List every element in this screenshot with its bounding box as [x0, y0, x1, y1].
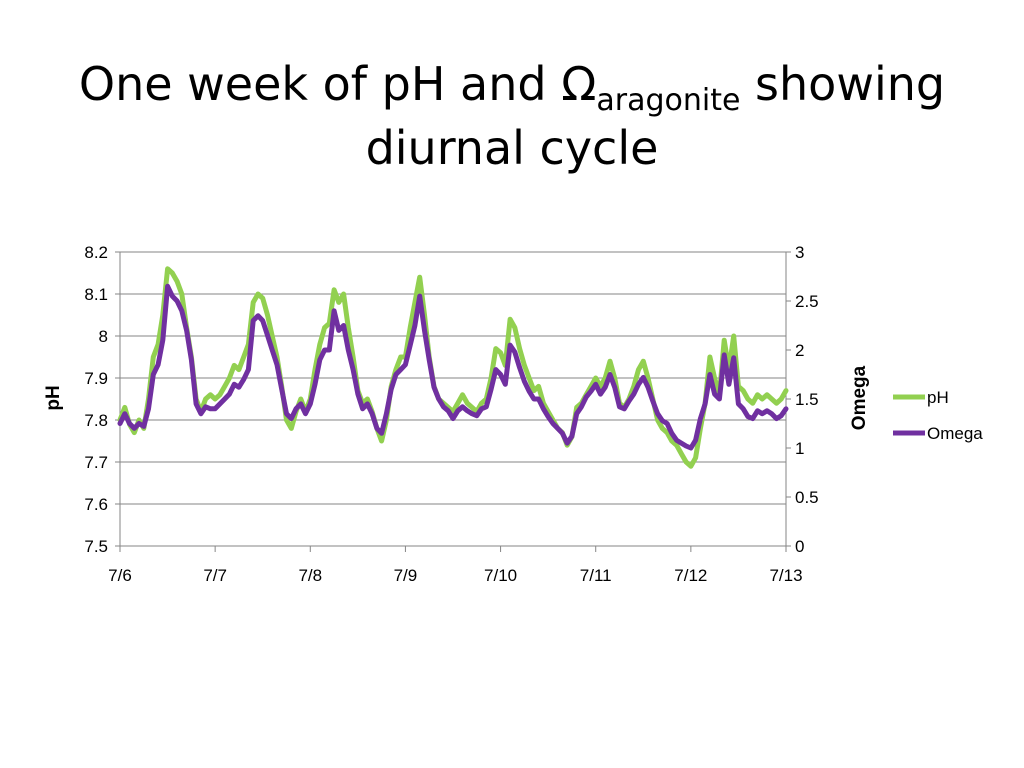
- left-axis-title: pH: [43, 385, 64, 410]
- gridlines: [120, 251, 786, 505]
- right-axis-title: Omega: [849, 365, 870, 430]
- x-tick-label: 7/7: [203, 566, 227, 585]
- x-tick-label: 7/8: [298, 566, 322, 585]
- left-tick-label: 8.1: [84, 285, 108, 304]
- left-tick-label: 8.2: [84, 243, 108, 262]
- title-line-1: One week of pH and Ωaragonite showing: [0, 52, 1024, 116]
- axes: [119, 252, 787, 547]
- right-tick-label: 2.5: [795, 292, 819, 311]
- x-tick-label: 7/10: [484, 566, 517, 585]
- right-tick-label: 2: [795, 341, 804, 360]
- x-tick-label: 7/12: [674, 566, 707, 585]
- left-tick-label: 8: [99, 327, 108, 346]
- right-tick-label: 1: [795, 439, 804, 458]
- left-tick-label: 7.8: [84, 411, 108, 430]
- x-tick-label: 7/11: [580, 566, 612, 585]
- x-tick-label: 7/13: [769, 566, 802, 585]
- right-tick-label: 0: [795, 537, 804, 556]
- left-tick-label: 7.7: [84, 453, 108, 472]
- series-line-omega: [117, 283, 789, 451]
- right-tick-label: 1.5: [795, 390, 819, 409]
- x-tick-label: 7/6: [108, 566, 132, 585]
- left-tick-label: 7.6: [84, 495, 108, 514]
- series-lines: [117, 266, 789, 469]
- legend-label-omega: Omega: [927, 424, 983, 443]
- left-tick-label: 7.5: [84, 537, 108, 556]
- x-axis-ticks: 7/6 7/7 7/8 7/9 7/10 7/11 7/12 7/13: [108, 546, 803, 585]
- legend-label-ph: pH: [927, 388, 949, 407]
- title-subscript: aragonite: [596, 83, 741, 118]
- title-line-2: diurnal cycle: [365, 121, 659, 175]
- x-tick-label: 7/9: [394, 566, 418, 585]
- right-y-axis-ticks: 0 0.5 1 1.5 2 2.5 3: [786, 243, 819, 556]
- title-suffix: showing: [740, 57, 946, 111]
- right-tick-label: 0.5: [795, 488, 819, 507]
- left-tick-label: 7.9: [84, 369, 108, 388]
- left-y-axis-ticks: 7.5 7.6 7.7 7.8 7.9 8 8.1 8.2: [84, 243, 120, 556]
- slide-title: One week of pH and Ωaragonite showing di…: [0, 52, 1024, 180]
- legend: pH Omega: [893, 388, 983, 443]
- right-tick-label: 3: [795, 243, 804, 262]
- title-prefix: One week of pH and Ω: [78, 57, 597, 111]
- series-line-ph: [117, 266, 789, 469]
